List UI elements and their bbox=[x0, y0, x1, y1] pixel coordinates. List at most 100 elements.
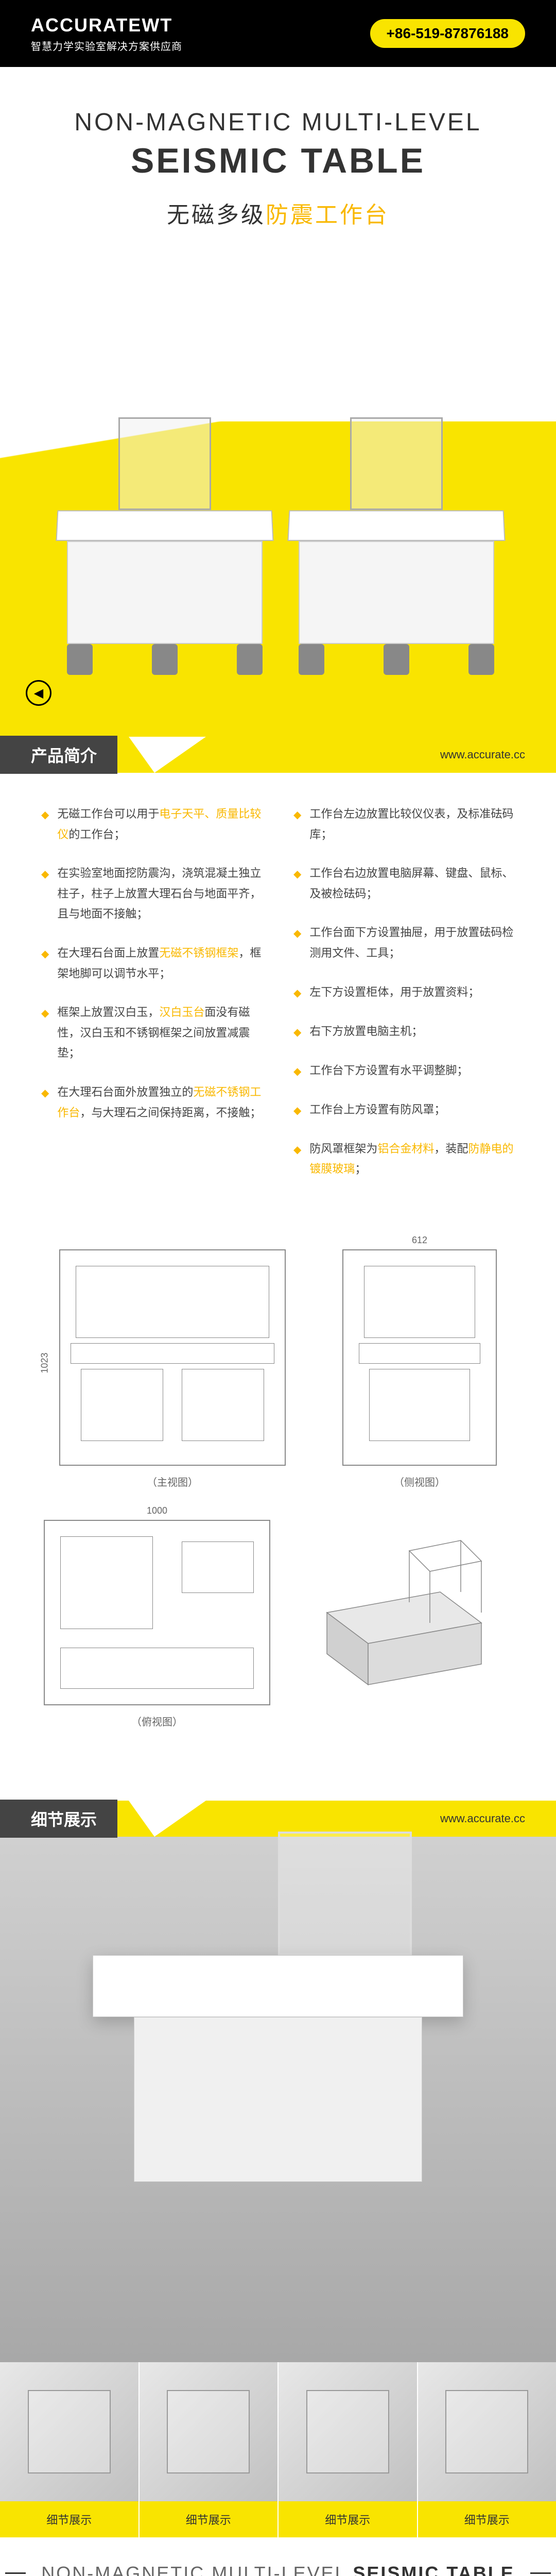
intro-text: 右下方放置电脑主机； bbox=[309, 1021, 423, 1042]
leg bbox=[152, 644, 178, 675]
bullet-icon: ◆ bbox=[293, 865, 301, 904]
detail-enclosure bbox=[278, 1832, 412, 1955]
intro-item: ◆ 工作台上方设置有防风罩； bbox=[293, 1099, 515, 1120]
bullet-icon: ◆ bbox=[41, 806, 49, 844]
drawing-front: 1023 （主视图） bbox=[59, 1249, 286, 1489]
hero-cn-hi: 防震工作台 bbox=[266, 202, 389, 228]
technical-drawings: 1023 （主视图） 612 （侧视图） 1000 bbox=[0, 1229, 556, 1801]
leg bbox=[237, 644, 263, 675]
detail-url: www.accurate.cc bbox=[440, 1812, 525, 1825]
table-top-2 bbox=[288, 510, 506, 540]
iso-svg bbox=[296, 1520, 512, 1705]
thumb-image bbox=[140, 2362, 278, 2501]
leg bbox=[299, 644, 324, 675]
thumb-image bbox=[418, 2362, 556, 2501]
intro-item: ◆工作台左边放置比较仪仪表，及标准砝码库； bbox=[293, 804, 515, 844]
dim-height: 1023 bbox=[40, 1352, 50, 1373]
line-left bbox=[5, 2572, 26, 2574]
hero-title: NON-MAGNETIC MULTI-LEVEL SEISMIC TABLE 无… bbox=[0, 67, 556, 229]
side-label: （侧视图） bbox=[342, 1474, 497, 1489]
hero-cn-pre: 无磁多级 bbox=[167, 202, 266, 228]
top-label: （俯视图） bbox=[44, 1714, 270, 1728]
hero-en-2: SEISMIC TABLE bbox=[0, 141, 556, 181]
bullet-icon: ◆ bbox=[41, 1004, 49, 1063]
table-body-2 bbox=[299, 541, 494, 644]
hero-product-image bbox=[46, 407, 510, 675]
intro-text: 在实验室地面挖防震沟，浇筑混凝土独立柱子，柱子上放置大理石台与地面平齐，且与地面… bbox=[57, 863, 263, 924]
drawing-row-1: 1023 （主视图） 612 （侧视图） bbox=[31, 1249, 525, 1489]
enclosure-2 bbox=[350, 417, 443, 510]
detail-tabletop bbox=[93, 1955, 463, 2017]
enclosure-1 bbox=[118, 417, 211, 510]
hero-section: NON-MAGNETIC MULTI-LEVEL SEISMIC TABLE 无… bbox=[0, 67, 556, 737]
intro-text: 工作台上方设置有防风罩； bbox=[309, 1099, 445, 1120]
bullet-icon: ◆ bbox=[41, 1084, 49, 1123]
header: ACCURATEWT 智慧力学实验室解决方案供应商 +86-519-878761… bbox=[0, 0, 556, 67]
logo: ACCURATEWT bbox=[31, 14, 182, 36]
sketch-top-encl bbox=[60, 1536, 153, 1629]
footer-title-text: NON-MAGNETIC MULTI-LEVEL SEISMIC TABLE bbox=[41, 2563, 514, 2576]
thumb-label: 细节展示 bbox=[0, 2501, 138, 2537]
dim-width: 1000 bbox=[147, 1505, 167, 1516]
front-view-box: 1023 bbox=[59, 1249, 286, 1466]
top-view-box: 1000 bbox=[44, 1520, 270, 1705]
ft-light: NON-MAGNETIC MULTI-LEVEL bbox=[41, 2563, 346, 2576]
intro-item: ◆工作台右边放置电脑屏幕、键盘、鼠标、及被检砝码； bbox=[293, 863, 515, 904]
table-legs-2 bbox=[299, 644, 494, 675]
intro-title: 产品简介 bbox=[0, 736, 117, 774]
hero-bg: ◀ bbox=[0, 366, 556, 737]
phone-badge: +86-519-87876188 bbox=[370, 19, 525, 48]
table-body-1 bbox=[67, 541, 263, 644]
leg bbox=[384, 644, 409, 675]
sketch-encl bbox=[76, 1266, 269, 1338]
intro-url: www.accurate.cc bbox=[440, 748, 525, 761]
detail-table-image bbox=[93, 1955, 463, 2244]
sketch-drawer bbox=[81, 1369, 163, 1441]
sketch-top bbox=[71, 1343, 274, 1364]
intro-item: ◆工作台下方设置有水平调整脚； bbox=[293, 1060, 515, 1081]
intro-text: 在大理石台面外放置独立的无磁不锈钢工作台，与大理石之间保持距离，不接触； bbox=[57, 1082, 263, 1123]
front-label: （主视图） bbox=[59, 1474, 286, 1489]
thumbnail: 细节展示 bbox=[279, 2362, 418, 2537]
tagline: 智慧力学实验室解决方案供应商 bbox=[31, 38, 182, 53]
thumb-image bbox=[279, 2362, 417, 2501]
sketch-side-body bbox=[369, 1369, 470, 1441]
intro-left-col: ◆无磁工作台可以用于电子天平、质量比较仪的工作台；◆在实验室地面挖防震沟，浇筑混… bbox=[41, 804, 263, 1198]
thumb-label: 细节展示 bbox=[279, 2501, 417, 2537]
intro-item: ◆ 右下方放置电脑主机； bbox=[293, 1021, 515, 1042]
thumbnail-row: 细节展示细节展示细节展示细节展示 bbox=[0, 2362, 556, 2537]
intro-text: 在大理石台面上放置无磁不锈钢框架，框架地脚可以调节水平； bbox=[57, 943, 263, 984]
intro-text: 框架上放置汉白玉，汉白玉台面没有磁性，汉白玉和不锈钢框架之间放置减震垫； bbox=[57, 1002, 263, 1063]
intro-text: 左下方设置柜体，用于放置资料； bbox=[309, 982, 479, 1003]
table-1 bbox=[46, 407, 278, 675]
footer-title: NON-MAGNETIC MULTI-LEVEL SEISMIC TABLE bbox=[0, 2537, 556, 2576]
intro-item: ◆框架上放置汉白玉，汉白玉台面没有磁性，汉白玉和不锈钢框架之间放置减震垫； bbox=[41, 1002, 263, 1063]
logo-box: ACCURATEWT 智慧力学实验室解决方案供应商 bbox=[31, 14, 182, 53]
table-top-1 bbox=[56, 510, 274, 540]
drawing-row-2: 1000 （俯视图） bbox=[31, 1520, 525, 1728]
intro-item: ◆ 左下方设置柜体，用于放置资料； bbox=[293, 982, 515, 1003]
table-legs-1 bbox=[67, 644, 263, 675]
sketch-top-keyboard bbox=[60, 1648, 254, 1689]
intro-content: ◆无磁工作台可以用于电子天平、质量比较仪的工作台；◆在实验室地面挖防震沟，浇筑混… bbox=[0, 773, 556, 1229]
intro-text: 工作台面下方设置抽屉，用于放置砝码检测用文件、工具； bbox=[309, 922, 515, 963]
sketch-side-encl bbox=[364, 1266, 475, 1338]
table-2 bbox=[278, 407, 510, 675]
intro-text: 工作台下方设置有水平调整脚； bbox=[309, 1060, 468, 1081]
sketch-top-screen bbox=[182, 1541, 254, 1593]
intro-right-col: ◆工作台左边放置比较仪仪表，及标准砝码库；◆工作台右边放置电脑屏幕、键盘、鼠标、… bbox=[293, 804, 515, 1198]
drawing-top: 1000 （俯视图） bbox=[44, 1520, 270, 1728]
dim-depth: 612 bbox=[412, 1235, 427, 1246]
leg bbox=[468, 644, 494, 675]
side-view-box: 612 bbox=[342, 1249, 497, 1466]
bullet-icon: ◆ bbox=[293, 1101, 301, 1120]
bullet-icon: ◆ bbox=[293, 1141, 301, 1179]
bullet-icon: ◆ bbox=[293, 1023, 301, 1042]
nav-prev-icon[interactable]: ◀ bbox=[26, 680, 51, 706]
intro-section-bar: 产品简介 www.accurate.cc bbox=[0, 737, 556, 773]
bullet-icon: ◆ bbox=[293, 984, 301, 1003]
sketch-side-top bbox=[359, 1343, 480, 1364]
detail-body bbox=[134, 2017, 422, 2182]
intro-text: 工作台左边放置比较仪仪表，及标准砝码库； bbox=[309, 804, 515, 844]
drawing-iso bbox=[296, 1520, 512, 1728]
